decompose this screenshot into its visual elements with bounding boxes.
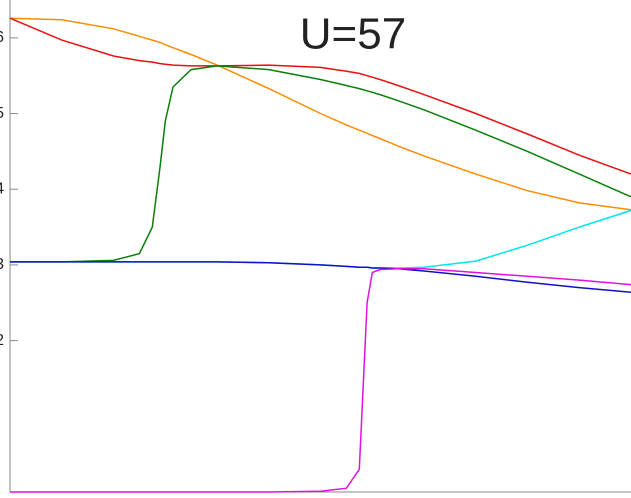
series-line [10, 209, 631, 269]
y-tick-label: 2 [0, 332, 4, 349]
series-line [10, 261, 631, 293]
series-line [10, 267, 631, 493]
series-line [9, 17, 631, 211]
y-tick-label: 3 [0, 256, 4, 273]
chart-title: U=57 [300, 10, 406, 59]
y-tick-label: 6 [0, 29, 4, 46]
series-line [9, 17, 631, 175]
y-tick-label: 5 [0, 105, 4, 122]
y-tick-label: 4 [0, 180, 4, 197]
series-line [10, 65, 631, 263]
